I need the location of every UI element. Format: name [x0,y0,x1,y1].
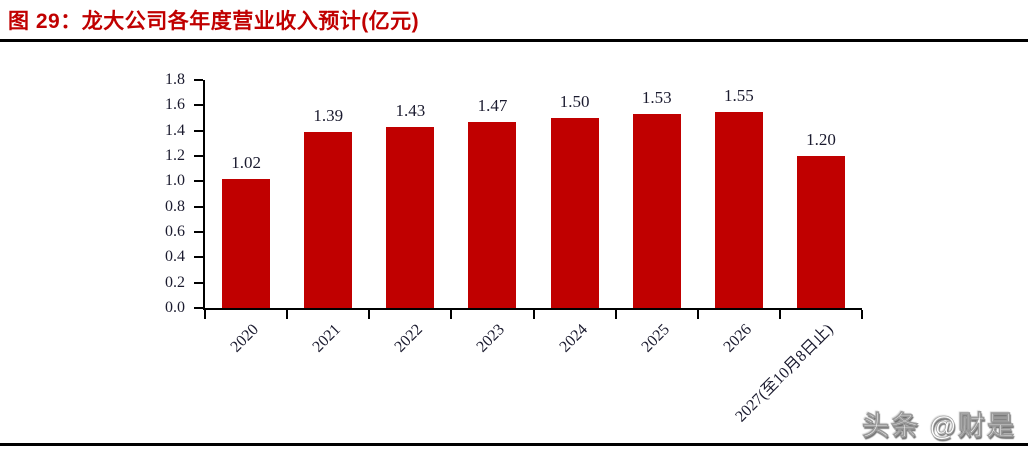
y-axis-tick-label: 0.0 [165,299,185,316]
y-axis-tick-label: 1.2 [165,147,185,164]
y-axis-tick [194,180,203,183]
x-axis-tick [532,310,535,319]
x-axis-tick [286,310,289,319]
x-axis-label: 2022 [391,321,427,356]
bar-2024 [550,118,599,308]
title-divider [0,39,1028,42]
bar-value-label: 1.53 [641,88,672,108]
bar-2026 [714,111,763,308]
bar-value-label: 1.02 [231,152,261,172]
bottom-divider [0,443,1028,446]
bar-value-label: 1.50 [559,92,590,111]
y-axis-tick [194,281,203,284]
y-axis-tick [194,307,203,309]
y-axis-tick-label: 0.4 [165,248,185,266]
x-axis-tick [450,310,453,319]
x-axis-tick [368,310,371,319]
bar-value-label: 1.20 [806,130,836,149]
y-axis-tick-label: 1.0 [165,172,185,190]
bar-2022 [386,126,435,308]
toutiao-watermark: 头条 @财是 [862,411,1016,442]
y-axis-tick [194,155,203,157]
x-axis-tick [861,310,863,319]
bar-2021 [304,131,353,308]
bar-value-label: 1.43 [395,100,426,120]
figure-title: 图 29：龙大公司各年度营业收入预计(亿元) [8,10,420,33]
x-axis-tick [204,310,206,319]
x-axis-label: 2023 [473,321,509,356]
bar-value-label: 1.39 [313,105,344,125]
bar-2023 [468,121,517,308]
bar-2025 [632,114,681,308]
x-axis-tick [696,310,699,319]
y-axis-tick [194,205,203,208]
x-axis-label: 2021 [309,321,345,356]
y-axis-tick-label: 1.6 [165,96,185,114]
y-axis-tick [194,231,203,233]
y-axis-tick [194,256,203,259]
y-axis-tick-label: 1.4 [165,121,185,139]
bar-2027(至10月8日止) [796,156,845,308]
plot-area: 0.0 0.2 0.4 0.6 0.8 1.0 1.2 1.4 1.6 1.8 1.02 2020 1.… [165,71,863,425]
x-axis-label: 2025 [638,321,673,356]
x-axis-label: 2026 [720,321,755,356]
x-axis-label: 2020 [227,321,263,356]
x-axis-tick [778,310,781,319]
bar-2020 [222,178,271,308]
y-axis-tick [194,129,203,132]
y-axis-tick-label: 1.8 [165,71,185,88]
bar-value-label: 1.55 [723,85,754,105]
y-axis-tick [194,79,203,81]
y-axis-tick-label: 0.6 [165,223,185,240]
x-axis-label: 2024 [555,321,591,356]
y-axis-tick [194,104,203,107]
y-axis-tick-label: 0.2 [165,273,185,291]
x-axis-tick [614,310,617,319]
y-axis-tick-label: 0.8 [165,197,185,215]
bar-value-label: 1.47 [477,95,508,115]
